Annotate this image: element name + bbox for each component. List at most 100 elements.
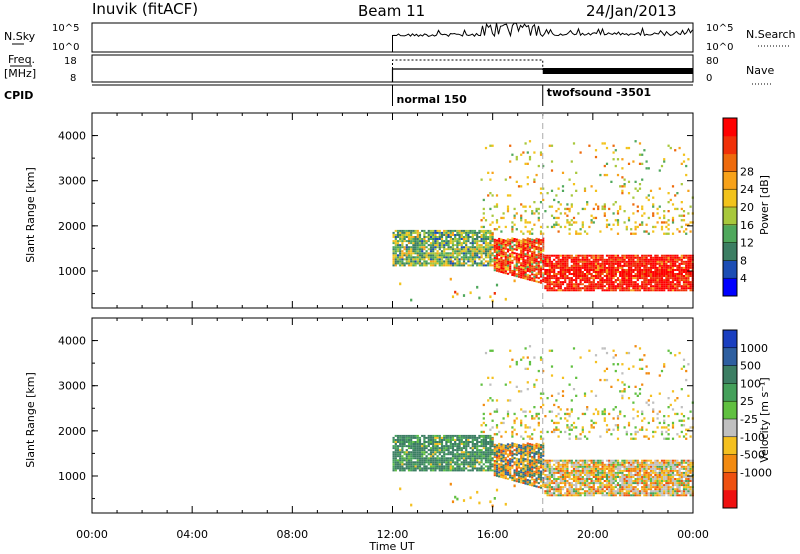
heatmap-cell (564, 482, 567, 485)
heatmap-cell (451, 457, 455, 460)
heatmap-cell (487, 231, 490, 234)
heatmap-cell (610, 484, 613, 487)
heatmap-cell (542, 444, 545, 447)
heatmap-cell (638, 367, 642, 370)
heatmap-cell (502, 446, 505, 449)
heatmap-cell (451, 256, 455, 259)
heatmap-cell (623, 469, 626, 472)
heatmap-cell (594, 269, 598, 271)
heatmap-cell (513, 419, 516, 422)
heatmap-cell (570, 269, 573, 271)
heatmap-cell (526, 183, 529, 186)
heatmap-cell (638, 471, 642, 474)
heatmap-cell (687, 262, 690, 265)
heatmap-cell (680, 289, 683, 292)
heatmap-cell (396, 461, 400, 464)
heatmap-cell (438, 434, 441, 437)
heatmap-cell (480, 443, 483, 445)
heatmap-cell (535, 274, 538, 277)
heatmap-cell (451, 295, 455, 299)
heatmap-cell (451, 436, 455, 439)
heatmap-cell (533, 267, 536, 270)
heatmap-cell (546, 486, 549, 489)
heatmap-cell (462, 457, 466, 460)
heatmap-cell (517, 460, 521, 463)
heatmap-cell (520, 266, 523, 269)
heatmap-cell (546, 277, 549, 280)
heatmap-cell (645, 482, 648, 485)
heatmap-cell (630, 476, 633, 478)
heatmap-cell (502, 456, 505, 459)
heatmap-cell (425, 451, 428, 454)
heatmap-cell (579, 480, 582, 482)
heatmap-cell (484, 445, 488, 448)
heatmap-cell (399, 238, 402, 240)
heatmap-cell (418, 451, 422, 454)
heatmap-cell (559, 212, 562, 215)
heatmap-cell (436, 436, 439, 439)
heatmap-cell (559, 266, 562, 269)
heatmap-cell (399, 451, 402, 454)
heatmap-cell (524, 253, 527, 256)
heatmap-cell (504, 448, 507, 451)
heatmap-cell (429, 229, 433, 232)
heatmap-cell (676, 279, 679, 282)
heatmap-cell (627, 264, 631, 267)
heatmap-cell (436, 262, 439, 265)
heatmap-cell (447, 258, 450, 261)
heatmap-cell (601, 266, 604, 269)
heatmap-cell (557, 478, 560, 480)
heatmap-cell (438, 231, 441, 234)
heatmap-cell (612, 488, 615, 491)
heatmap-cell (487, 171, 490, 174)
heatmap-cell (539, 358, 543, 361)
heatmap-cell (564, 494, 567, 497)
heatmap-cell (489, 258, 492, 261)
heatmap-cell (498, 268, 501, 271)
heatmap-cell (429, 439, 433, 441)
heatmap-cell (564, 258, 567, 261)
heatmap-cell (568, 228, 571, 231)
heatmap-cell (647, 269, 650, 271)
heatmap-cell (583, 258, 587, 261)
heatmap-cell (440, 246, 444, 249)
heatmap-cell (460, 258, 463, 261)
heatmap-cell (583, 273, 587, 275)
heatmap-cell (669, 266, 672, 269)
heatmap-cell (522, 205, 525, 208)
heatmap-cell (539, 466, 543, 469)
heatmap-cell (632, 287, 635, 290)
heatmap-cell (630, 474, 633, 476)
heatmap-cell (641, 358, 644, 361)
heatmap-cell (520, 421, 523, 425)
heatmap-cell (520, 254, 523, 256)
heatmap-cell (412, 252, 415, 255)
heatmap-cell (621, 461, 624, 464)
heatmap-cell (539, 480, 543, 483)
heatmap-cell (539, 462, 543, 465)
heatmap-cell (410, 455, 413, 458)
heatmap-cell (581, 463, 584, 466)
heatmap-cell (577, 289, 580, 292)
heatmap-cell (482, 412, 485, 416)
heatmap-cell (621, 283, 624, 286)
heatmap-cell (643, 273, 646, 275)
heatmap-cell (632, 480, 635, 482)
heatmap-cell (484, 461, 488, 464)
heatmap-cell (575, 482, 578, 485)
heatmap-cell (625, 465, 628, 468)
heatmap-cell (429, 234, 433, 236)
heatmap-cell (429, 465, 433, 468)
heatmap-cell (601, 486, 604, 489)
heatmap-cell (476, 264, 479, 267)
heatmap-cell (528, 258, 532, 261)
heatmap-cell (399, 439, 402, 441)
heatmap-cell (619, 275, 622, 277)
heatmap-cell (654, 285, 657, 288)
heatmap-cell (561, 471, 565, 474)
heatmap-cell (537, 252, 540, 255)
heatmap-cell (498, 244, 501, 246)
heatmap-cell (553, 271, 556, 273)
heatmap-cell (550, 287, 554, 290)
heatmap-cell (623, 269, 626, 271)
